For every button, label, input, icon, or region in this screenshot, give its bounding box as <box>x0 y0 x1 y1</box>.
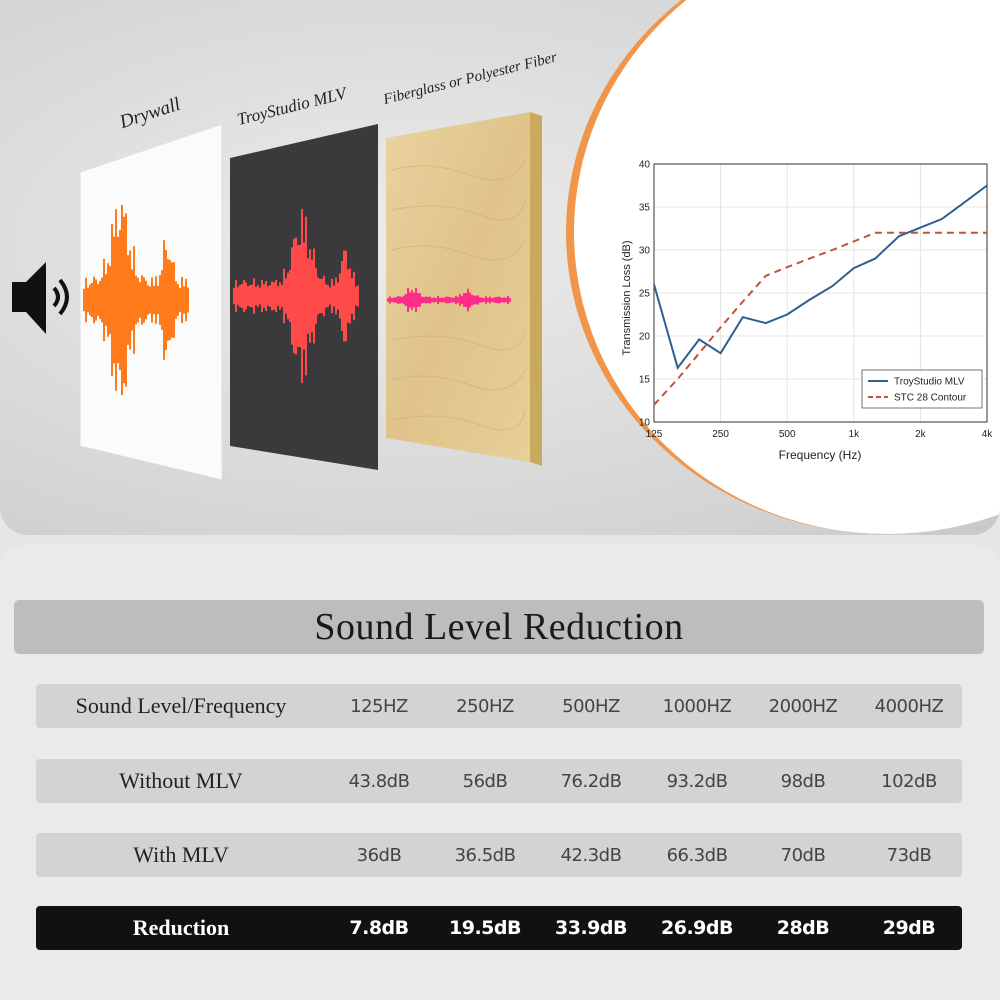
y-tick-label: 10 <box>639 418 651 429</box>
table-cell: 1000HZ <box>662 695 732 717</box>
chart-series <box>653 184 988 406</box>
table-cell: 76.2dB <box>560 770 622 792</box>
table-cell: 36.5dB <box>454 844 516 866</box>
table-cell: 93.2dB <box>666 770 728 792</box>
table-cell: 500HZ <box>562 695 620 717</box>
y-tick-label: 15 <box>639 375 651 386</box>
chart-axes: 125 250 500 1k 2k 4k 10 15 20 25 30 35 40 <box>639 160 993 441</box>
y-tick-label: 30 <box>639 246 651 257</box>
row-label: Without MLV <box>119 768 243 793</box>
table-row-with-mlv: With MLV 36dB 36.5dB 42.3dB 66.3dB 70dB … <box>36 833 962 877</box>
table-title-bar: Sound Level Reduction <box>14 600 984 654</box>
table-cell: 33.9dB <box>555 917 627 939</box>
series-line-stc <box>653 231 987 406</box>
speaker-icon <box>12 262 69 334</box>
fiber-panel <box>386 112 530 462</box>
fiber-texture <box>391 159 526 431</box>
chart-legend: TroyStudio MLV STC 28 Contour <box>861 369 983 409</box>
y-axis-label: Transmission Loss (dB) <box>621 240 633 355</box>
table-cell: 43.8dB <box>348 770 410 792</box>
table-cell: 2000HZ <box>768 695 838 717</box>
x-tick-label: 125 <box>646 429 663 440</box>
legend-box <box>861 369 983 409</box>
table-cell: 56dB <box>462 770 508 792</box>
table-cell: 102dB <box>881 770 937 792</box>
table-cell: 28dB <box>776 917 830 939</box>
table-cell: 19.5dB <box>449 917 521 939</box>
table-cell: 70dB <box>780 844 826 866</box>
illustration-panel: Drywall TroyStudio MLV Fiberglass or Pol… <box>0 0 1000 535</box>
table-cell: 36dB <box>356 844 402 866</box>
table-cell: 42.3dB <box>560 844 622 866</box>
table-title: Sound Level Reduction <box>314 606 684 648</box>
table-cell: 125HZ <box>350 695 408 717</box>
row-label: Reduction <box>132 915 230 940</box>
x-tick-label: 4k <box>982 429 994 440</box>
x-tick-label: 1k <box>849 429 861 440</box>
x-tick-label: 2k <box>915 429 927 440</box>
table-cell: 98dB <box>780 770 826 792</box>
x-tick-label: 500 <box>779 429 796 440</box>
table-cell: 250HZ <box>456 695 514 717</box>
table-cell: 73dB <box>886 844 932 866</box>
x-axis-label: Frequency (Hz) <box>779 448 862 462</box>
drywall-waveform <box>83 205 189 395</box>
fiber-panel-side <box>530 112 542 466</box>
legend-entry: TroyStudio MLV <box>894 377 965 388</box>
y-tick-label: 25 <box>639 289 651 300</box>
mlv-waveform <box>233 208 359 384</box>
row-label: With MLV <box>133 842 229 867</box>
series-line-mlv <box>653 184 988 371</box>
table-cell: 29dB <box>882 917 936 939</box>
layers-illustration <box>12 112 542 481</box>
table-row-without-mlv: Without MLV 43.8dB 56dB 76.2dB 93.2dB 98… <box>36 759 962 803</box>
table-row-reduction: Reduction 7.8dB 19.5dB 33.9dB 26.9dB 28d… <box>36 906 962 950</box>
row-label: Sound Level/Frequency <box>75 693 287 718</box>
table-cell: 26.9dB <box>661 917 733 939</box>
transmission-loss-chart: 125 250 500 1k 2k 4k 10 15 20 25 30 35 40 TroyStudio… <box>621 160 993 463</box>
y-tick-label: 35 <box>639 203 651 214</box>
y-tick-label: 40 <box>639 160 651 171</box>
x-tick-label: 250 <box>712 429 729 440</box>
table-cell: 66.3dB <box>666 844 728 866</box>
y-tick-label: 20 <box>639 332 651 343</box>
legend-entry: STC 28 Contour <box>894 393 967 404</box>
fiber-waveform <box>387 287 511 313</box>
table-cell: 4000HZ <box>874 695 944 717</box>
plot-frame <box>653 163 988 423</box>
table-cell: 7.8dB <box>349 917 409 939</box>
table-row-header: Sound Level/Frequency 125HZ 250HZ 500HZ … <box>36 684 962 728</box>
